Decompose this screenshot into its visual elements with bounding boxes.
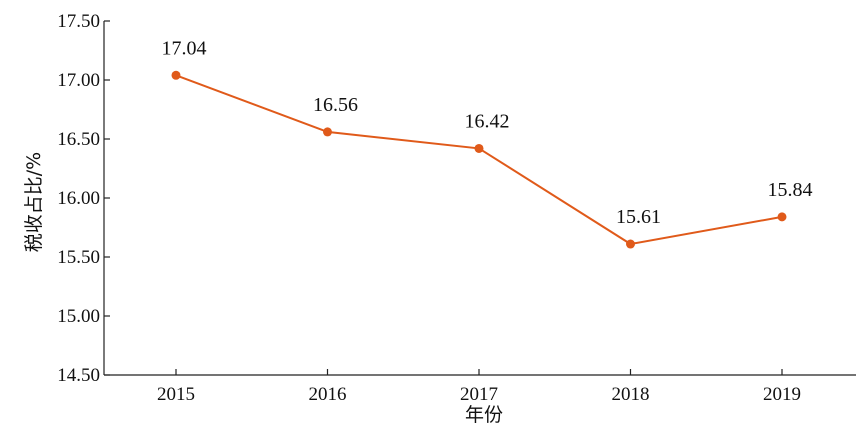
data-point	[323, 127, 332, 137]
y-tick-label: 16.50	[57, 129, 100, 150]
y-ticks: 14.50 15.00 15.50 16.00 16.50 17.00 17.50	[57, 11, 110, 386]
x-tick-label: 2017	[460, 384, 498, 405]
y-tick-label: 17.50	[57, 11, 100, 32]
y-tick-label: 17.00	[57, 70, 100, 91]
data-point	[626, 239, 635, 249]
y-tick-label: 14.50	[57, 365, 100, 386]
data-point	[474, 143, 484, 153]
x-ticks: 2015 2016 2017 2018 2019	[157, 369, 801, 405]
y-axis-title: 税收占比/%	[23, 152, 45, 252]
data-label: 16.42	[465, 110, 510, 132]
axes	[103, 21, 856, 376]
data-point	[171, 70, 181, 80]
x-tick-label: 2019	[763, 384, 801, 405]
data-point	[777, 212, 787, 222]
series-line	[175, 74, 783, 246]
series-group: 17.04 16.56 16.42 15.61 15.84	[162, 37, 813, 249]
x-axis-title: 年份	[465, 404, 503, 426]
data-label: 15.84	[768, 179, 813, 201]
y-tick-label: 16.00	[57, 188, 100, 209]
x-tick-label: 2016	[309, 384, 347, 405]
x-tick-label: 2015	[157, 384, 195, 405]
data-label: 16.56	[313, 94, 358, 116]
y-tick-label: 15.00	[57, 306, 100, 327]
data-label: 17.04	[162, 37, 207, 59]
y-tick-label: 15.50	[57, 247, 100, 268]
data-label: 15.61	[616, 206, 661, 228]
x-tick-label: 2018	[612, 384, 650, 405]
